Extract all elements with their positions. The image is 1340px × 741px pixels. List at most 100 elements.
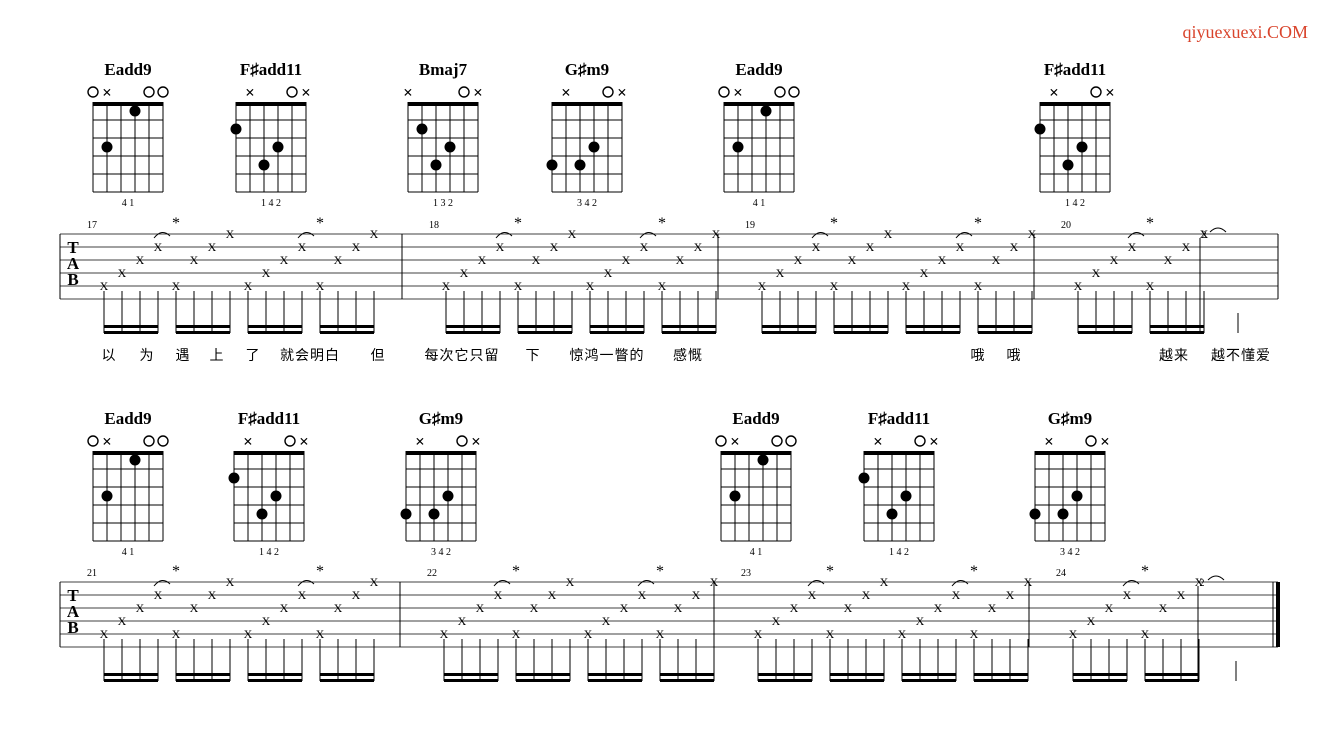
chord-diagram-bmaj7: Bmaj7 × × 1 3 2	[403, 60, 483, 209]
tab-note: X	[1177, 588, 1186, 602]
lyrics-line: 以 为 遇 上 了 就会明白 但 每次它只留 下 惊鸿一瞥的 感慨 哦 哦 越来 越不懂爱	[102, 347, 1271, 364]
tab-note: X	[790, 601, 799, 615]
tab-note: X	[776, 266, 785, 280]
tab-note: X	[280, 253, 289, 267]
chord-diagram-eadd9: Eadd9 × 4 1	[715, 409, 797, 558]
chord-name: G♯m9	[1048, 409, 1092, 428]
finger-dot	[546, 159, 558, 171]
accent-mark: *	[316, 563, 324, 580]
tab-note: X	[476, 601, 485, 615]
accent-mark: *	[514, 215, 522, 232]
beam	[1073, 673, 1127, 676]
chord-name: Eadd9	[732, 409, 779, 428]
tab-note: X	[640, 240, 649, 254]
beam	[1073, 679, 1127, 682]
tab-note: X	[1123, 588, 1132, 602]
tab-note: X	[584, 627, 593, 641]
chord-nut	[234, 451, 304, 455]
tab-note: X	[154, 240, 163, 254]
beam	[516, 679, 570, 682]
muted-string-marker: ×	[301, 83, 311, 102]
tab-note: X	[1164, 253, 1173, 267]
finger-dot	[1076, 141, 1088, 153]
chord-name: Eadd9	[735, 60, 782, 79]
chord-name: Eadd9	[104, 60, 151, 79]
lyric-word: 为	[140, 348, 155, 364]
chord-name: G♯m9	[419, 409, 463, 428]
beam	[518, 331, 572, 334]
accent-mark: *	[970, 563, 978, 580]
beam	[762, 325, 816, 328]
chord-name: F♯add11	[868, 409, 930, 428]
tab-note: X	[136, 253, 145, 267]
chord-name: F♯add11	[240, 60, 302, 79]
muted-string-marker: ×	[473, 83, 483, 102]
chord-diagram-gsharpm9: G♯m9 × × 3 4 2	[1029, 409, 1110, 558]
tab-note: X	[208, 588, 217, 602]
muted-string-marker: ×	[1049, 83, 1059, 102]
finger-dot	[270, 490, 282, 502]
measure-number: 23	[741, 568, 751, 579]
tab-note: X	[334, 601, 343, 615]
tab-note: X	[880, 575, 889, 589]
tab-note: X	[370, 227, 379, 241]
tab-note: X	[694, 240, 703, 254]
finger-dot	[757, 454, 769, 466]
open-string-marker	[785, 435, 797, 447]
tab-note: X	[586, 279, 595, 293]
open-string-marker	[143, 435, 155, 447]
muted-string-marker: ×	[730, 432, 740, 451]
finger-dot	[256, 508, 268, 520]
chord-nut	[724, 102, 794, 106]
chord-nut	[406, 451, 476, 455]
beam	[176, 331, 230, 334]
finger-dot	[574, 159, 586, 171]
open-string-marker	[771, 435, 783, 447]
tab-note: X	[658, 279, 667, 293]
finger-numbers: 1 4 2	[889, 547, 909, 558]
tab-note: X	[262, 614, 271, 628]
finger-dot	[101, 490, 113, 502]
finger-numbers: 1 4 2	[1065, 198, 1085, 209]
chord-name: Bmaj7	[419, 60, 468, 79]
tab-note: X	[226, 575, 235, 589]
chord-nut	[1040, 102, 1110, 106]
open-string-marker	[1085, 435, 1097, 447]
tab-note: X	[190, 253, 199, 267]
final-barline-thick	[1276, 582, 1280, 647]
finger-numbers: 4 1	[753, 198, 766, 209]
tab-note: X	[512, 627, 521, 641]
tab-note: X	[100, 627, 109, 641]
lyric-word: 但	[371, 348, 386, 364]
tab-note: X	[532, 253, 541, 267]
muted-string-marker: ×	[243, 432, 253, 451]
accent-mark: *	[1141, 563, 1149, 580]
tab-note: X	[602, 614, 611, 628]
lyric-word: 越不懂爱	[1211, 348, 1271, 364]
tab-note: X	[970, 627, 979, 641]
tab-note: X	[514, 279, 523, 293]
chord-nut	[93, 102, 163, 106]
open-string-marker	[157, 435, 169, 447]
tab-note: X	[920, 266, 929, 280]
tie-arc	[639, 232, 657, 239]
tab-note: X	[208, 240, 217, 254]
tab-note: X	[478, 253, 487, 267]
beam	[1150, 325, 1204, 328]
beam	[248, 325, 302, 328]
beam	[588, 679, 642, 682]
beam	[660, 673, 714, 676]
tab-note: X	[1087, 614, 1096, 628]
tab-note: X	[638, 588, 647, 602]
finger-dot	[400, 508, 412, 520]
finger-dot	[416, 123, 428, 135]
beam	[830, 673, 884, 676]
tab-note: X	[244, 279, 253, 293]
finger-numbers: 3 4 2	[431, 547, 451, 558]
chord-diagram-gsharpm9: G♯m9 × × 3 4 2	[400, 409, 481, 558]
tab-note: X	[226, 227, 235, 241]
tab-note: X	[100, 279, 109, 293]
tab-note: X	[754, 627, 763, 641]
measure-number: 22	[427, 568, 437, 579]
